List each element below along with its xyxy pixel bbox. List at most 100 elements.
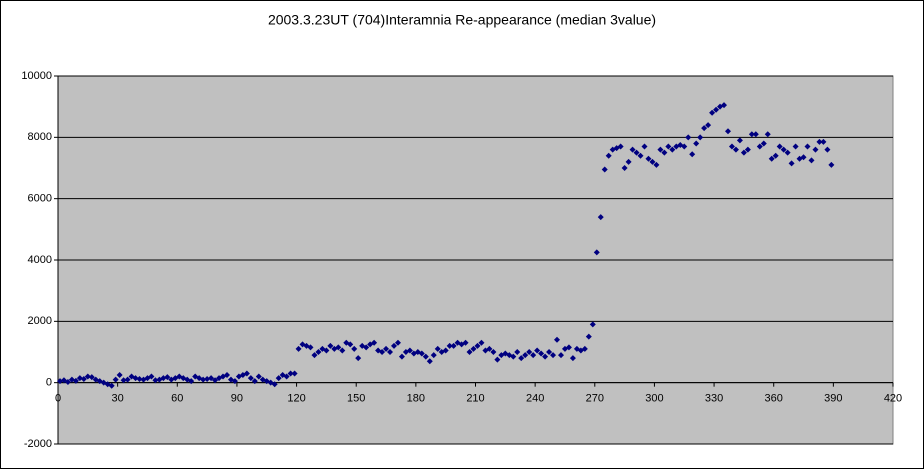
data-point: [442, 347, 449, 354]
data-point: [542, 353, 549, 360]
data-point: [518, 355, 525, 362]
data-point: [394, 339, 401, 346]
data-point: [534, 347, 541, 354]
data-point: [756, 143, 763, 150]
data-point: [653, 161, 660, 168]
data-point: [585, 333, 592, 340]
data-point: [581, 345, 588, 352]
data-point: [649, 158, 656, 165]
data-point: [315, 349, 322, 355]
data-point: [804, 143, 811, 150]
data-point: [637, 152, 644, 159]
data-point: [422, 353, 429, 360]
data-point: [724, 128, 731, 135]
data-point: [311, 352, 318, 359]
data-point: [212, 377, 219, 384]
data-point: [271, 381, 278, 388]
data-point: [554, 336, 561, 343]
data-point: [693, 140, 700, 147]
data-point: [56, 378, 63, 385]
data-point: [339, 347, 346, 354]
data-point: [160, 375, 167, 382]
data-point: [828, 161, 835, 168]
data-point: [108, 382, 115, 389]
data-point: [470, 345, 477, 352]
data-point: [760, 140, 767, 147]
data-point: [307, 344, 314, 351]
data-point: [709, 109, 716, 116]
data-point: [152, 377, 159, 384]
x-tick-label: 180: [407, 393, 425, 405]
data-point: [295, 345, 302, 352]
data-point: [565, 344, 572, 351]
data-point: [231, 378, 238, 385]
data-point: [816, 138, 823, 145]
data-point: [808, 157, 815, 164]
data-point: [64, 379, 71, 386]
data-point: [601, 166, 608, 173]
data-point: [450, 342, 457, 349]
data-point: [327, 342, 334, 349]
data-point: [784, 149, 791, 156]
data-point: [768, 155, 775, 162]
x-tick-label: 360: [765, 393, 783, 405]
data-point: [820, 138, 827, 145]
data-point: [705, 122, 712, 129]
data-point: [617, 143, 624, 150]
data-point: [466, 349, 473, 355]
data-point: [776, 143, 783, 150]
data-point: [697, 134, 704, 141]
data-point: [76, 375, 83, 382]
data-point: [247, 375, 254, 382]
data-point: [490, 349, 497, 355]
data-point: [462, 339, 469, 346]
data-point: [669, 146, 676, 153]
data-point: [744, 146, 751, 153]
data-point: [204, 375, 211, 382]
y-tick-label: 8000: [28, 131, 52, 143]
data-point: [685, 134, 692, 141]
data-point: [84, 373, 91, 380]
data-point: [287, 370, 294, 377]
x-tick-label: 90: [231, 393, 243, 405]
data-point: [347, 341, 354, 348]
y-tick-label: 6000: [28, 193, 52, 205]
data-point: [780, 146, 787, 153]
x-tick-label: 210: [466, 393, 484, 405]
data-point: [728, 143, 735, 150]
data-point: [283, 373, 290, 380]
data-point: [526, 349, 533, 355]
data-point: [593, 249, 600, 256]
data-point: [478, 339, 485, 346]
data-point: [80, 375, 87, 382]
data-point: [629, 146, 636, 153]
data-point: [434, 345, 441, 352]
data-point: [792, 143, 799, 150]
data-point: [275, 375, 282, 382]
data-point: [323, 347, 330, 354]
data-point: [732, 146, 739, 153]
data-point: [351, 345, 358, 352]
y-tick-label: 4000: [28, 254, 52, 266]
x-tick-label: 30: [112, 393, 124, 405]
data-point: [446, 342, 453, 349]
data-point: [136, 375, 143, 382]
data-point: [355, 355, 362, 362]
data-point: [418, 350, 425, 357]
data-point: [398, 353, 405, 360]
data-point: [494, 356, 501, 363]
data-point: [164, 374, 171, 381]
data-point: [625, 158, 632, 165]
data-point: [740, 149, 747, 156]
x-tick-label: 60: [171, 393, 183, 405]
data-point: [363, 344, 370, 351]
data-point: [208, 375, 215, 382]
data-point: [390, 342, 397, 349]
data-point: [243, 370, 250, 377]
y-tick-label: 0: [46, 377, 52, 389]
data-point: [772, 152, 779, 159]
data-point: [645, 155, 652, 162]
data-point: [657, 146, 664, 153]
data-point: [713, 106, 720, 113]
